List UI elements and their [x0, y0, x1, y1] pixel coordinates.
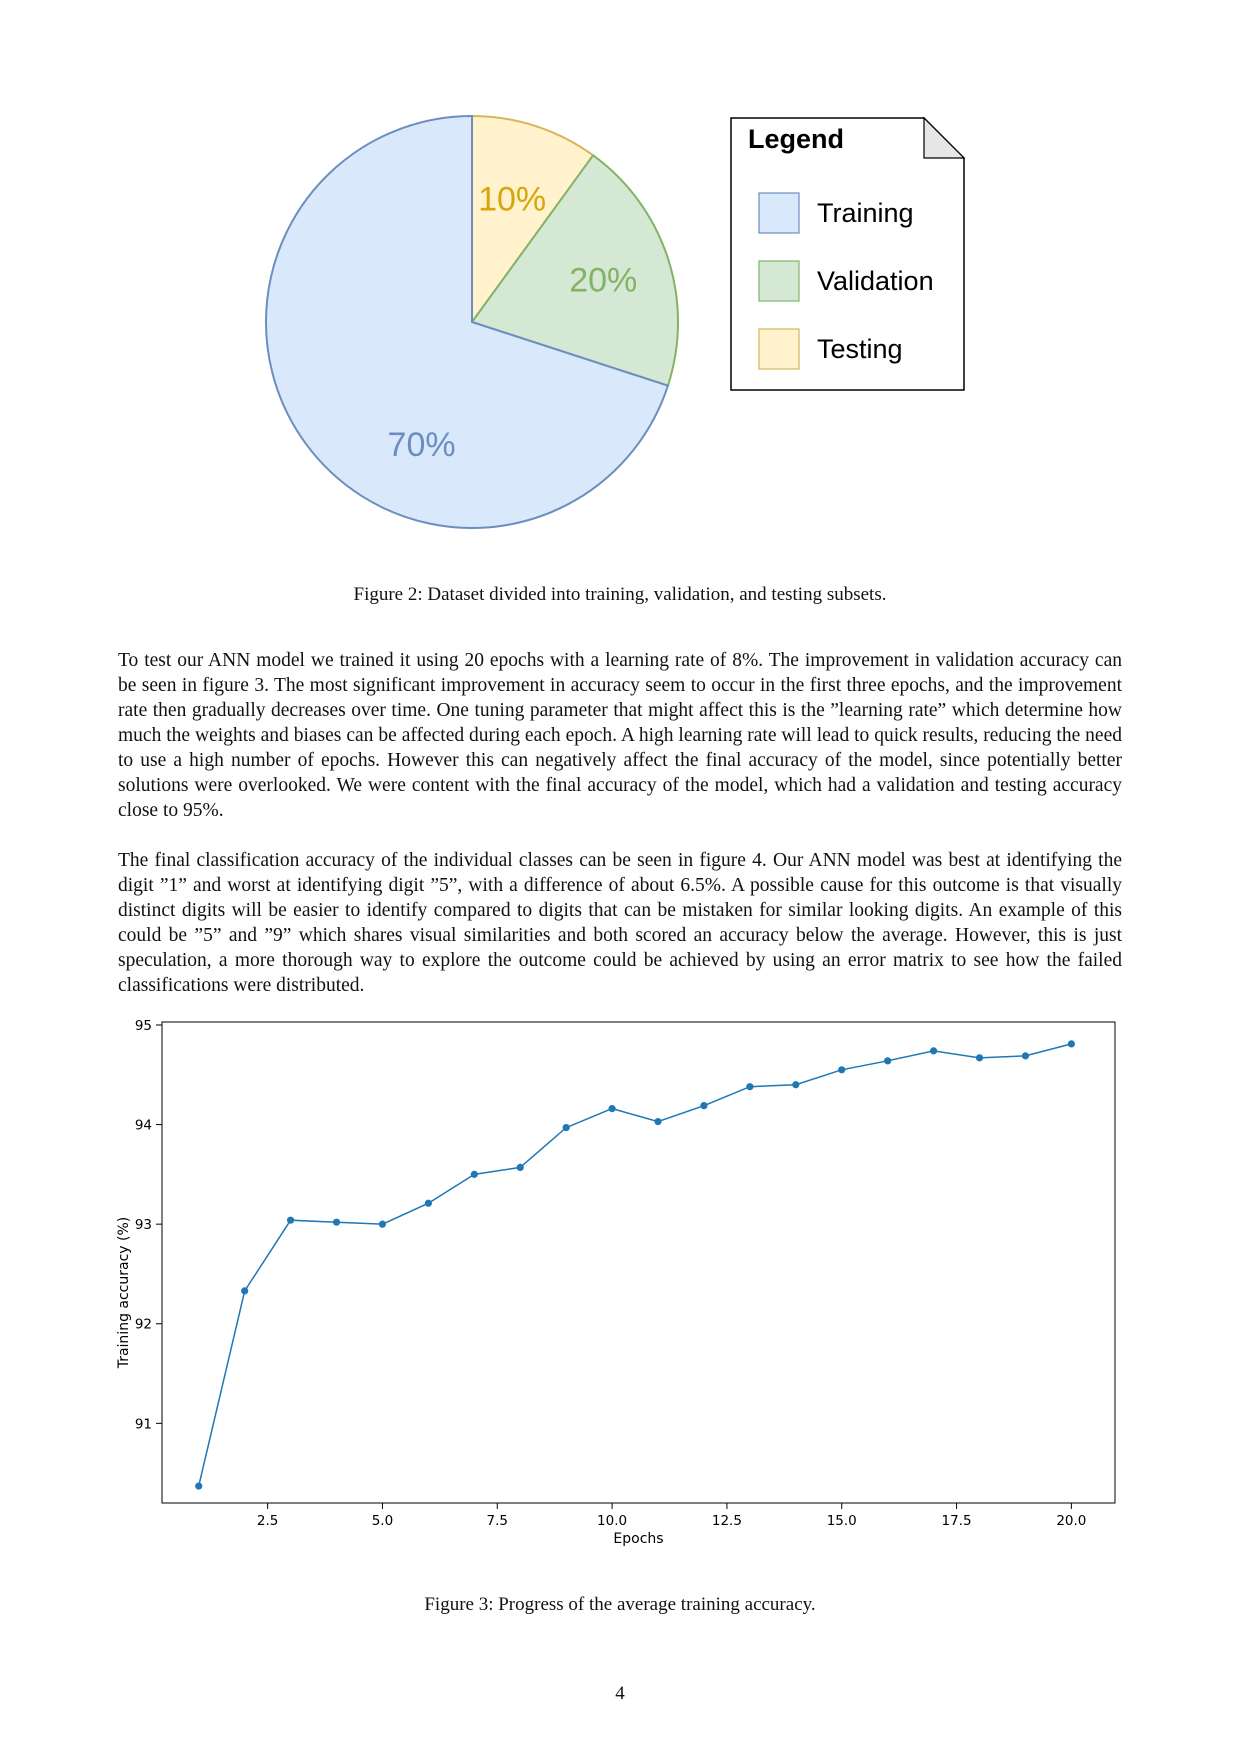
y-tick-label: 93	[135, 1217, 152, 1233]
legend-swatch-testing	[758, 328, 800, 370]
data-point	[1021, 1052, 1030, 1060]
paragraph-2: The final classification accuracy of the…	[118, 850, 1122, 996]
y-tick-label: 94	[135, 1118, 152, 1134]
x-tick-label: 20.0	[1056, 1513, 1086, 1529]
legend-item-training: Training	[817, 198, 914, 228]
y-tick-label: 95	[135, 1018, 152, 1034]
series-points	[195, 1040, 1075, 1490]
x-axis-label: Epochs	[613, 1531, 663, 1547]
x-tick-label: 15.0	[827, 1513, 857, 1529]
x-tick-label: 10.0	[597, 1513, 627, 1529]
figure-2: 10% 20% 70% Legend Training Validation Testin…	[0, 0, 1240, 560]
x-tick-label: 7.5	[487, 1513, 508, 1529]
data-point	[929, 1047, 938, 1055]
data-point	[654, 1117, 662, 1126]
data-point	[884, 1057, 892, 1065]
x-tick-label: 17.5	[942, 1513, 972, 1529]
pie-legend: Legend Training Validation Testing	[730, 116, 966, 391]
data-point	[424, 1199, 432, 1207]
y-tick-label: 91	[135, 1416, 152, 1432]
data-point	[838, 1066, 846, 1074]
pie-labels: 10% 20% 70%	[388, 181, 638, 464]
x-tick-label: 5.0	[372, 1513, 393, 1529]
data-point	[975, 1054, 984, 1062]
legend-item-testing: Testing	[817, 334, 903, 364]
y-axis-ticks: 91 92 93 94 95	[135, 1018, 162, 1432]
data-point	[608, 1105, 616, 1113]
pie-chart: 10% 20% 70% Legend Training Validation Testin…	[265, 114, 966, 529]
data-point	[332, 1218, 341, 1226]
legend-title: Legend	[748, 124, 844, 154]
x-tick-label: 2.5	[257, 1513, 278, 1529]
plot-frame	[161, 1021, 1116, 1504]
data-point	[470, 1170, 478, 1178]
pie-slice-validation	[470, 153, 679, 387]
data-point	[516, 1163, 524, 1171]
pie-label-training: 70%	[388, 426, 456, 464]
figure-3: 2.5 5.0 7.5 10.0 12.5 15.0 17.5 20.0 91 92 93 94 95…	[0, 1000, 1240, 1580]
data-point	[286, 1216, 295, 1224]
x-axis-ticks: 2.5 5.0 7.5 10.0 12.5 15.0 17.5 20.0	[257, 1503, 1086, 1529]
pie-slices	[265, 114, 679, 529]
data-point	[700, 1102, 708, 1110]
y-axis-label: Training accuracy (%)	[116, 1217, 132, 1370]
series-line	[197, 1043, 1072, 1487]
data-point	[241, 1287, 249, 1295]
legend-item-validation: Validation	[817, 266, 934, 296]
legend-swatch-training	[758, 192, 800, 234]
pie-label-validation: 20%	[569, 261, 637, 299]
paragraph-1: To test our ANN model we trained it usin…	[118, 650, 1122, 821]
data-point	[562, 1123, 570, 1132]
page-number: 4	[615, 1683, 625, 1704]
pie-slice-testing	[471, 114, 595, 326]
legend-fold-corner	[923, 116, 966, 159]
figure-2-caption: Figure 2: Dataset divided into training,…	[353, 584, 887, 605]
legend-box	[730, 117, 965, 391]
data-point	[792, 1081, 800, 1089]
pie-label-testing: 10%	[478, 181, 546, 219]
data-point	[195, 1482, 203, 1490]
figure-3-caption: Figure 3: Progress of the average traini…	[424, 1594, 816, 1615]
pie-slice-training	[265, 114, 670, 529]
data-point	[746, 1083, 754, 1091]
data-point	[378, 1220, 387, 1228]
legend-swatch-validation	[758, 260, 800, 302]
y-tick-label: 92	[135, 1317, 152, 1333]
data-point	[1067, 1040, 1075, 1048]
x-tick-label: 12.5	[712, 1513, 742, 1529]
line-chart: 2.5 5.0 7.5 10.0 12.5 15.0 17.5 20.0 91 92 93 94 95…	[116, 1018, 1116, 1547]
